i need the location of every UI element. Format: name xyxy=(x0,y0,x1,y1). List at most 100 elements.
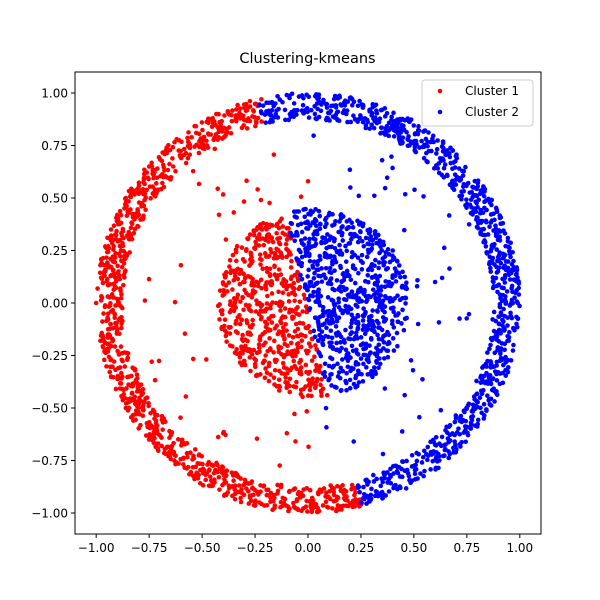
cluster-2-point xyxy=(356,287,361,293)
cluster-1-point xyxy=(173,168,178,174)
cluster-1-point xyxy=(105,282,111,288)
cluster-1-point xyxy=(226,324,232,330)
cluster-2-point xyxy=(385,348,391,354)
cluster-1-point xyxy=(217,119,222,125)
cluster-2-point xyxy=(403,301,408,306)
cluster-2-point xyxy=(344,111,349,117)
cluster-1-point xyxy=(167,176,172,181)
cluster-2-point xyxy=(435,138,440,143)
cluster-1-point xyxy=(135,207,140,212)
cluster-1-point xyxy=(269,320,275,325)
cluster-2-point xyxy=(514,271,519,276)
cluster-2-point xyxy=(384,123,390,129)
cluster-1-point xyxy=(259,285,264,291)
cluster-1-point xyxy=(222,275,228,280)
cluster-1-point xyxy=(148,196,153,201)
cluster-1-point xyxy=(235,276,241,282)
cluster-1-point xyxy=(257,500,262,505)
cluster-2-point xyxy=(356,193,362,199)
cluster-1-point xyxy=(313,383,319,389)
cluster-1-point xyxy=(183,160,189,166)
cluster-2-point xyxy=(318,273,323,279)
cluster-2-point xyxy=(438,443,444,449)
cluster-1-point xyxy=(276,289,281,295)
cluster-2-point xyxy=(346,336,351,341)
cluster-2-point xyxy=(481,373,487,379)
cluster-1-point xyxy=(142,181,147,187)
cluster-2-point xyxy=(497,371,503,376)
cluster-2-point xyxy=(339,103,344,108)
cluster-1-point xyxy=(205,116,211,122)
cluster-2-point xyxy=(394,330,400,336)
cluster-1-point xyxy=(187,145,193,151)
cluster-1-point xyxy=(256,342,262,347)
cluster-1-point xyxy=(217,466,222,472)
cluster-1-point xyxy=(206,483,212,488)
cluster-1-point xyxy=(249,486,255,491)
cluster-1-point xyxy=(95,286,100,291)
cluster-2-point xyxy=(412,131,418,136)
cluster-1-point xyxy=(284,430,290,436)
cluster-1-point xyxy=(220,192,226,197)
cluster-2-point xyxy=(512,295,517,300)
cluster-2-point xyxy=(311,231,316,237)
cluster-1-point xyxy=(201,137,206,142)
cluster-1-point xyxy=(261,358,267,364)
cluster-1-point xyxy=(114,296,120,302)
cluster-2-point xyxy=(333,324,339,329)
cluster-1-point xyxy=(237,106,243,111)
x-tick-label: 0.25 xyxy=(348,541,375,555)
cluster-2-point xyxy=(344,248,350,254)
cluster-1-point xyxy=(264,301,270,306)
cluster-1-point xyxy=(142,298,148,303)
cluster-1-point xyxy=(269,235,274,240)
cluster-2-point xyxy=(391,325,397,330)
cluster-2-point xyxy=(404,458,409,464)
cluster-2-point xyxy=(513,278,519,284)
cluster-2-point xyxy=(444,424,449,430)
cluster-1-point xyxy=(141,213,146,219)
cluster-2-point xyxy=(361,306,366,311)
cluster-2-point xyxy=(430,133,436,139)
cluster-1-point xyxy=(274,230,279,236)
cluster-2-point xyxy=(337,94,343,100)
cluster-1-point xyxy=(170,164,176,169)
cluster-1-point xyxy=(98,338,103,344)
cluster-1-point xyxy=(301,487,306,492)
cluster-2-point xyxy=(329,317,335,322)
cluster-2-point xyxy=(345,310,351,315)
cluster-1-point xyxy=(230,287,235,292)
cluster-2-point xyxy=(481,401,487,407)
cluster-2-point xyxy=(304,226,309,231)
cluster-2-point xyxy=(355,239,361,245)
cluster-2-point xyxy=(301,110,306,116)
cluster-1-point xyxy=(117,381,123,386)
cluster-1-point xyxy=(97,270,103,276)
cluster-1-point xyxy=(276,388,282,393)
cluster-2-point xyxy=(501,306,506,312)
cluster-1-point xyxy=(278,345,284,350)
cluster-2-point xyxy=(313,315,319,321)
cluster-1-point xyxy=(279,351,284,357)
cluster-2-point xyxy=(411,463,417,469)
cluster-1-point xyxy=(143,207,148,212)
x-tick-label: −1.00 xyxy=(78,541,115,555)
cluster-1-point xyxy=(234,472,240,477)
cluster-2-point xyxy=(372,281,378,287)
cluster-1-point xyxy=(114,331,120,336)
cluster-2-point xyxy=(319,279,325,284)
cluster-1-point xyxy=(128,225,134,231)
cluster-2-point xyxy=(349,289,355,294)
cluster-2-point xyxy=(368,248,374,253)
cluster-2-point xyxy=(456,166,462,171)
cluster-2-point xyxy=(367,107,373,113)
cluster-2-point xyxy=(408,140,414,145)
cluster-1-point xyxy=(276,240,282,246)
cluster-2-point xyxy=(340,357,345,362)
cluster-2-point xyxy=(397,484,403,489)
cluster-2-point xyxy=(428,467,433,472)
cluster-2-point xyxy=(288,220,294,226)
cluster-1-point xyxy=(227,258,233,263)
cluster-1-point xyxy=(124,350,130,356)
cluster-1-point xyxy=(255,225,260,230)
